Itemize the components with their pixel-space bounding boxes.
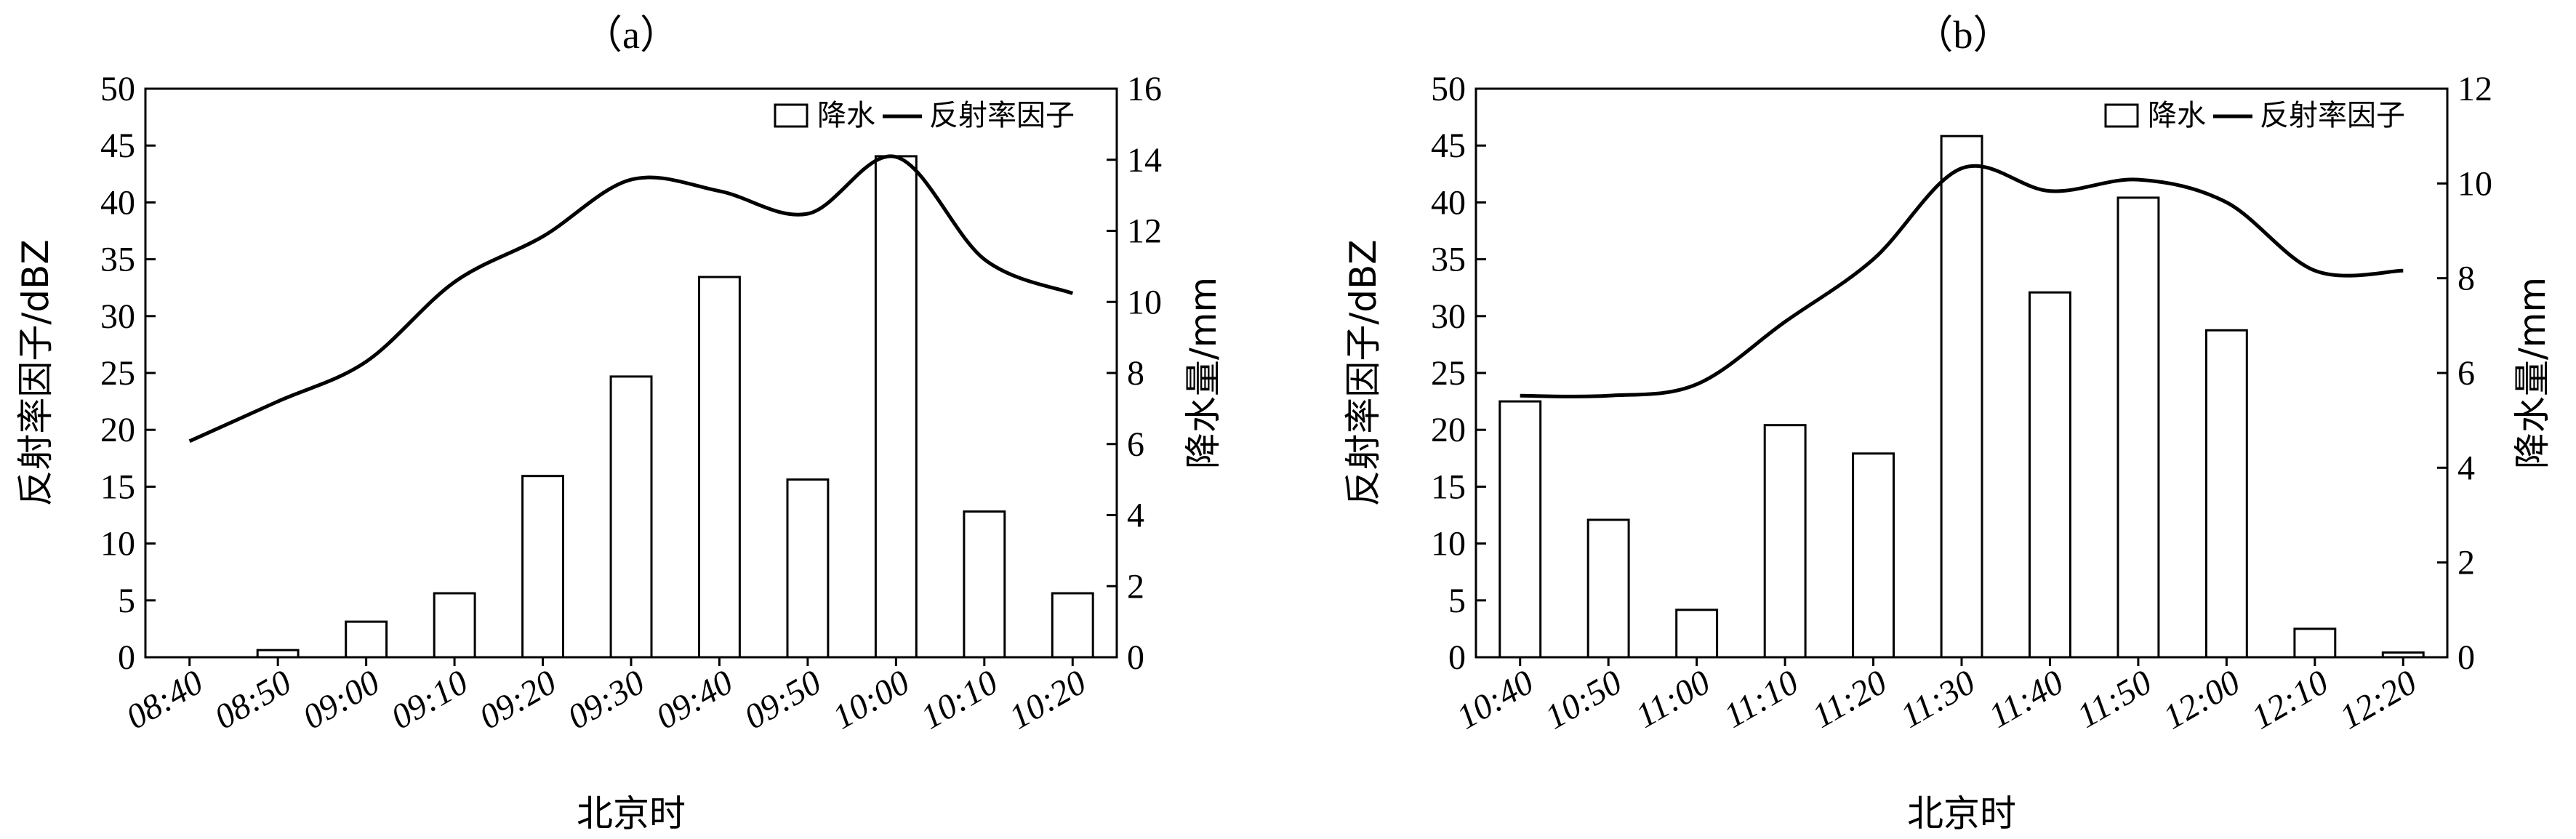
left-y-tick-label: 0: [1448, 638, 1466, 677]
legend-bar-label: 降水: [817, 99, 875, 132]
precip-bar: [2116, 196, 2160, 659]
precip-bar: [1852, 452, 1895, 659]
left-y-tick-label: 25: [1431, 354, 1466, 393]
x-tick-label: 09:10: [385, 663, 474, 737]
right-y-tick-label: 12: [1127, 212, 1162, 251]
left-y-tick-label: 35: [1431, 241, 1466, 279]
x-axis-title: 北京时: [1907, 792, 2016, 835]
x-tick-label: 09:40: [649, 663, 739, 737]
right-y-tick-label: 0: [2457, 638, 2475, 677]
right-y-tick-label: 2: [2457, 544, 2475, 582]
right-y-tick-label: 10: [2457, 164, 2492, 203]
legend-bar-swatch: [774, 103, 808, 128]
right-y-tick-label: 0: [1127, 638, 1144, 677]
left-y-tick-label: 40: [1431, 183, 1466, 222]
x-tick-label: 09:30: [561, 663, 651, 737]
right-y-tick-label: 4: [1127, 497, 1144, 535]
precip-bar: [433, 592, 476, 659]
left-y-tick-label: 5: [118, 582, 135, 620]
precip-bar: [1763, 424, 1807, 659]
precip-bar: [698, 276, 741, 659]
left-y-tick-label: 10: [1431, 525, 1466, 563]
left-y-tick-label: 45: [1431, 127, 1466, 165]
right-y-tick-label: 8: [2457, 260, 2475, 298]
legend-bar-label: 降水: [2148, 99, 2206, 132]
panel-label: （a）: [583, 13, 679, 57]
chart-panel-a: （a）05101520253035404550024681012141608:4…: [15, 13, 1224, 835]
x-tick-label: 10:10: [915, 663, 1004, 737]
legend-bar-swatch: [2104, 103, 2139, 128]
precip-bar: [1940, 135, 1983, 659]
right-y-tick-label: 6: [2457, 354, 2475, 393]
precip-bar: [2204, 329, 2248, 659]
left-y-tick-label: 45: [100, 127, 135, 165]
left-y-tick-label: 50: [100, 70, 135, 108]
precip-bar: [963, 510, 1006, 659]
left-y-tick-label: 0: [118, 638, 135, 677]
reflectivity-line: [1520, 164, 2404, 398]
right-y-tick-label: 12: [2457, 70, 2492, 108]
precip-bar: [874, 155, 918, 659]
x-tick-label: 09:20: [473, 663, 563, 737]
x-tick-label: 11:40: [1983, 663, 2070, 736]
precip-bar: [609, 375, 653, 659]
x-tick-label: 11:00: [1629, 663, 1717, 736]
right-y-tick-label: 14: [1127, 141, 1162, 180]
right-y-tick-label: 10: [1127, 283, 1162, 321]
right-y-tick-label: 2: [1127, 567, 1144, 606]
x-tick-label: 11:10: [1717, 663, 1805, 736]
right-y-axis-title: 降水量/mm: [1182, 277, 1224, 469]
left-y-tick-label: 10: [100, 525, 135, 563]
x-tick-label: 10:00: [826, 663, 915, 737]
x-tick-label: 09:50: [738, 663, 827, 737]
precip-bar: [345, 620, 388, 659]
precip-bar: [1586, 518, 1630, 659]
left-y-tick-label: 30: [100, 297, 135, 336]
right-y-tick-label: 16: [1127, 70, 1162, 108]
x-tick-label: 12:00: [2156, 663, 2246, 737]
precip-bar: [1051, 592, 1094, 659]
left-y-tick-label: 35: [100, 241, 135, 279]
legend-line-label: 反射率因子: [929, 99, 1075, 132]
x-tick-label: 10:50: [1538, 663, 1628, 737]
x-tick-label: 09:00: [297, 663, 386, 737]
legend-line-label: 反射率因子: [2260, 99, 2405, 132]
right-y-tick-label: 6: [1127, 425, 1144, 464]
left-y-axis-title: 反射率因子/dBZ: [1342, 239, 1384, 506]
precip-bar: [1675, 609, 1719, 659]
left-y-tick-label: 15: [1431, 467, 1466, 506]
reflectivity-line: [188, 154, 1074, 443]
x-tick-label: 10:20: [1003, 663, 1092, 737]
left-y-tick-label: 5: [1448, 582, 1466, 620]
precip-bar: [1498, 400, 1542, 659]
x-tick-label: 12:10: [2245, 663, 2335, 737]
x-tick-label: 11:50: [2071, 663, 2158, 736]
right-y-tick-label: 8: [1127, 354, 1144, 393]
left-y-tick-label: 20: [1431, 411, 1466, 449]
precip-bar: [786, 478, 830, 659]
left-y-tick-label: 30: [1431, 297, 1466, 336]
left-y-tick-label: 50: [1431, 70, 1466, 108]
left-y-tick-label: 20: [100, 411, 135, 449]
x-tick-label: 11:20: [1806, 663, 1893, 736]
panel-label: （b）: [1914, 13, 2013, 57]
x-tick-label: 11:30: [1894, 663, 1981, 736]
precip-bar: [521, 475, 564, 659]
right-y-axis-title: 降水量/mm: [2511, 277, 2553, 469]
right-y-tick-label: 4: [2457, 449, 2475, 487]
chart-panel-b: （b）0510152025303540455002468101210:4010:…: [1342, 13, 2553, 835]
x-tick-label: 08:50: [208, 663, 297, 737]
left-y-axis-title: 反射率因子/dBZ: [15, 239, 57, 506]
left-y-tick-label: 15: [100, 467, 135, 506]
left-y-tick-label: 40: [100, 183, 135, 222]
x-tick-label: 12:20: [2333, 663, 2423, 737]
left-y-tick-label: 25: [100, 354, 135, 393]
x-axis-title: 北京时: [577, 792, 686, 835]
precip-bar: [2293, 627, 2337, 659]
precip-bar: [2029, 291, 2071, 659]
